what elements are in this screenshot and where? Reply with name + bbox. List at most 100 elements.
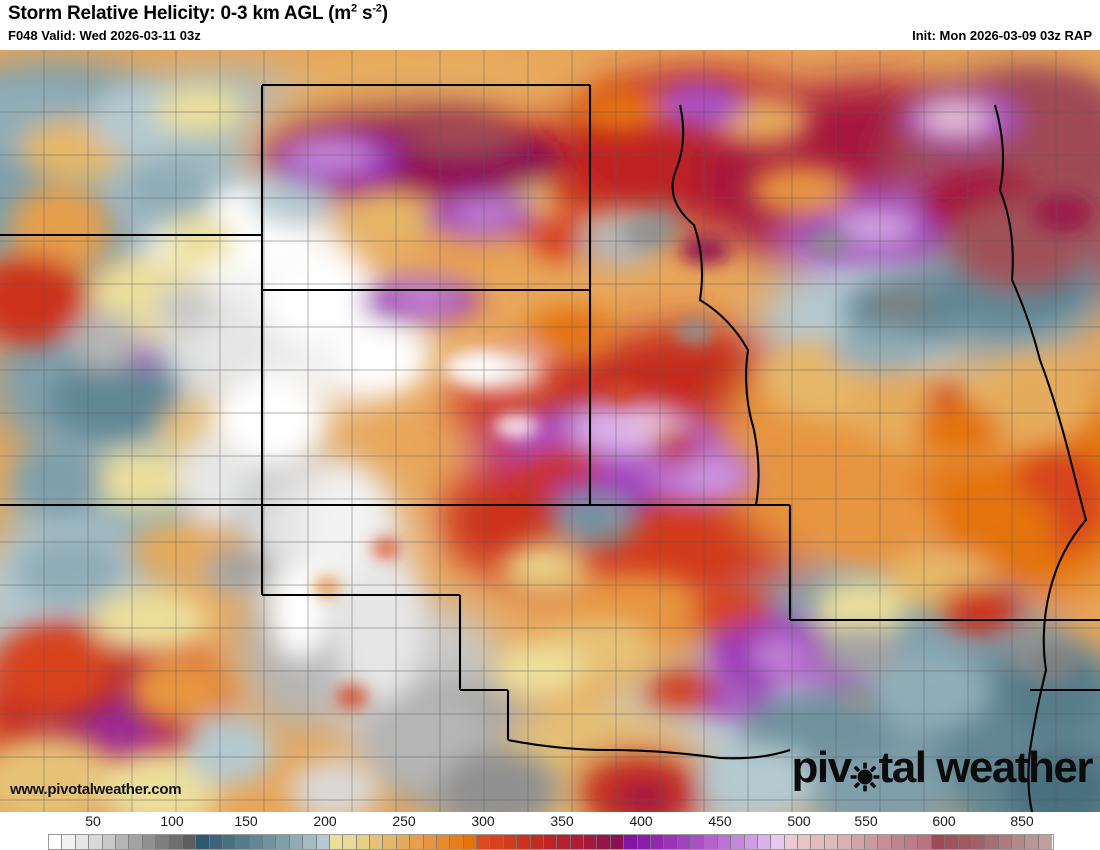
colorbar-swatch <box>249 835 263 849</box>
colorbar-swatch <box>410 835 424 849</box>
colorbar-swatch <box>463 835 477 849</box>
helicity-field-svg <box>0 50 1100 812</box>
colorbar-swatch <box>650 835 665 849</box>
colorbar-tick-200: 200 <box>313 813 337 829</box>
colorbar-swatch <box>798 835 812 849</box>
watermark-url: www.pivotalweather.com <box>10 781 182 798</box>
colorbar-swatch <box>570 835 584 849</box>
colorbar-swatch <box>918 835 932 849</box>
colorbar-swatch <box>75 835 90 849</box>
colorbar-swatch <box>905 835 919 849</box>
colorbar-swatch <box>998 835 1012 849</box>
header: Storm Relative Helicity: 0-3 km AGL (m2 … <box>0 0 1100 50</box>
colorbar-swatch <box>704 835 718 849</box>
colorbar-swatch <box>864 835 879 849</box>
state-boundaries <box>0 83 1100 812</box>
colorbar-swatch <box>878 835 892 849</box>
colorbar-swatch <box>945 835 959 849</box>
forecast-valid-time: F048 Valid: Wed 2026-03-11 03z <box>8 28 201 43</box>
colorbar-scale[interactable] <box>48 834 1054 850</box>
colorbar-swatch <box>383 835 397 849</box>
colorbar-swatch <box>517 835 531 849</box>
logo-text-part1: piv <box>791 743 853 792</box>
colorbar-swatch <box>784 835 798 849</box>
colorbar-swatch <box>370 835 384 849</box>
colorbar-swatch <box>396 835 411 849</box>
colorbar-swatch <box>664 835 678 849</box>
colorbar-tick-50: 50 <box>85 813 101 829</box>
colorbar-swatch <box>931 835 946 849</box>
colorbar-swatch <box>851 835 865 849</box>
county-boundaries <box>0 50 1100 812</box>
colorbar-swatch <box>89 835 103 849</box>
colorbar-swatch <box>169 835 183 849</box>
colorbar-tick-400: 400 <box>629 813 653 829</box>
colorbar-swatch <box>236 835 250 849</box>
colorbar-tick-labels: 50 100 150 200 250 300 350 400 450 500 550 600 850 <box>0 812 1100 832</box>
gear-sun-icon <box>850 756 880 792</box>
colorbar-swatch <box>436 835 451 849</box>
colorbar-swatch <box>811 835 825 849</box>
colorbar-swatch <box>717 835 732 849</box>
colorbar-swatch <box>49 835 63 849</box>
colorbar-swatch <box>1038 835 1053 849</box>
colorbar-swatch <box>316 835 330 849</box>
colorbar-swatch <box>543 835 558 849</box>
colorbar-swatch <box>102 835 116 849</box>
field-detail-layer <box>0 75 1100 812</box>
colorbar-swatch <box>584 835 598 849</box>
colorbar-swatch <box>115 835 130 849</box>
colorbar-swatch <box>263 835 277 849</box>
title-end: ) <box>381 3 388 24</box>
colorbar-swatch <box>142 835 156 849</box>
colorbar-swatch <box>222 835 237 849</box>
colorbar-swatch <box>691 835 705 849</box>
colorbar-swatch <box>156 835 170 849</box>
colorbar-swatch <box>276 835 290 849</box>
colorbar-swatch <box>958 835 972 849</box>
colorbar-swatch <box>637 835 651 849</box>
colorbar-swatch <box>744 835 758 849</box>
colorbar-tick-350: 350 <box>550 813 574 829</box>
title-superscript-2: -2 <box>372 2 382 15</box>
title-superscript-1: 2 <box>350 2 357 15</box>
colorbar-swatch <box>1012 835 1026 849</box>
colorbar-swatch <box>757 835 772 849</box>
colorbar-swatch <box>182 835 197 849</box>
page-title: Storm Relative Helicity: 0-3 km AGL (m2 … <box>8 3 388 25</box>
colorbar-tick-100: 100 <box>160 813 184 829</box>
colorbar-swatch <box>731 835 745 849</box>
colorbar-swatch <box>423 835 437 849</box>
colorbar-swatch <box>985 835 999 849</box>
colorbar-swatch <box>209 835 223 849</box>
colorbar-swatch <box>771 835 785 849</box>
colorbar-swatch <box>557 835 571 849</box>
pivotal-weather-logo: piv <box>791 743 1094 792</box>
colorbar-tick-150: 150 <box>234 813 258 829</box>
colorbar-region: 50 100 150 200 250 300 350 400 450 500 550 600 850 <box>0 812 1100 850</box>
logo-text-part2: tal weather <box>878 743 1094 792</box>
colorbar-tick-300: 300 <box>471 813 495 829</box>
colorbar-swatch <box>196 835 210 849</box>
colorbar-swatch <box>477 835 491 849</box>
colorbar-swatch <box>824 835 839 849</box>
colorbar-tick-450: 450 <box>708 813 732 829</box>
colorbar-tick-250: 250 <box>392 813 416 829</box>
map-canvas[interactable]: www.pivotalweather.com piv <box>0 50 1100 812</box>
colorbar-swatch <box>490 835 504 849</box>
colorbar-swatch <box>530 835 544 849</box>
colorbar-swatch <box>891 835 905 849</box>
colorbar-tick-500: 500 <box>787 813 811 829</box>
colorbar-swatch <box>503 835 518 849</box>
colorbar-tick-850: 850 <box>1010 813 1034 829</box>
colorbar-swatch <box>677 835 691 849</box>
colorbar-swatch <box>329 835 344 849</box>
colorbar-swatch <box>838 835 852 849</box>
title-mid: s <box>356 3 373 24</box>
colorbar-swatch <box>597 835 611 849</box>
colorbar-tick-550: 550 <box>854 813 878 829</box>
colorbar-swatch <box>303 835 317 849</box>
title-text: Storm Relative Helicity: 0-3 km AGL (m <box>8 3 351 24</box>
colorbar-swatch <box>624 835 638 849</box>
